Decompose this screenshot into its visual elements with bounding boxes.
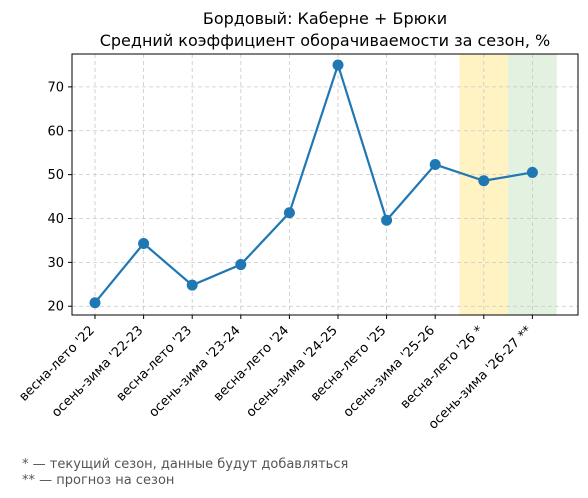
x-tick-label: осень-зима '23-24 [146,323,243,420]
plot-frame [71,53,579,316]
series-line [89,59,538,309]
y-tick-label: 20 [47,300,64,315]
y-tick-label: 60 [47,124,64,139]
note-current-season: * — текущий сезон, данные будут добавлят… [22,457,349,472]
chart-title-line-2: Средний коэффициент оборачиваемости за с… [100,31,551,50]
data-line [94,61,533,304]
y-axis: 20 30 40 50 60 70 [47,80,72,315]
y-tick-label: 50 [47,168,64,183]
x-tick-label: весна-лето '26 * [398,323,487,412]
x-tick-label: осень-зима '22-23 [49,323,146,420]
y-tick-label: 40 [47,212,64,227]
x-tick-label: осень-зима '25-26 [341,323,438,420]
data-point [332,59,344,71]
data-point [89,297,101,309]
x-tick-label: осень-зима '24-25 [244,323,341,420]
data-point [283,207,295,219]
highlight-bands [459,54,557,315]
highlight-band-forecast [508,54,557,315]
data-point [381,214,393,226]
y-tick-label: 70 [47,80,64,95]
grid-lines [72,54,578,315]
data-point [186,279,198,291]
y-tick-label: 30 [47,256,64,271]
note-forecast: ** — прогноз на сезон [22,473,175,488]
data-point [235,259,247,271]
data-point [526,166,538,178]
data-point [138,237,150,249]
chart-title-line-1: Бордовый: Каберне + Брюки [203,9,447,28]
data-point [429,159,441,171]
data-point [478,175,490,187]
